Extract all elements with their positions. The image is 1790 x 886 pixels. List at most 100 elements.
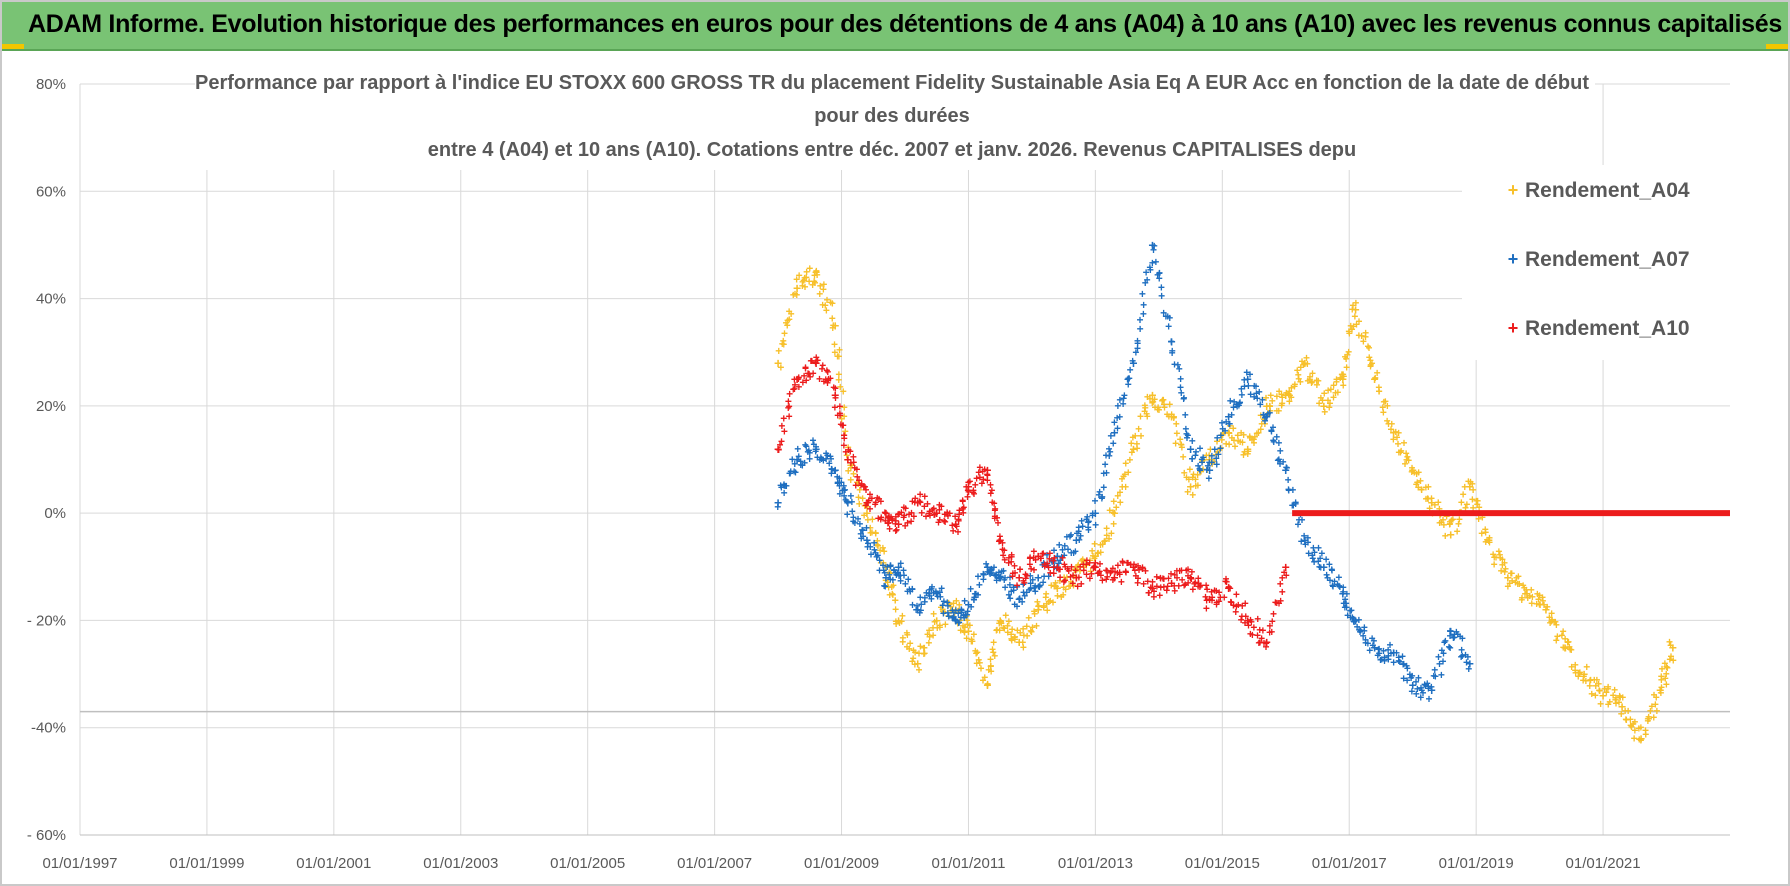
data-point: + bbox=[928, 580, 935, 594]
data-point: + bbox=[1226, 437, 1233, 451]
data-point: + bbox=[1027, 576, 1034, 590]
data-point: + bbox=[1220, 426, 1227, 440]
data-point: + bbox=[1442, 634, 1449, 648]
data-point: + bbox=[1663, 660, 1670, 674]
data-point: + bbox=[1137, 313, 1144, 327]
data-point: + bbox=[1203, 579, 1210, 593]
data-point: + bbox=[1189, 583, 1196, 597]
data-point: + bbox=[911, 657, 918, 671]
data-point: + bbox=[1485, 532, 1493, 548]
data-point: + bbox=[1005, 551, 1012, 565]
data-point: + bbox=[984, 678, 991, 692]
data-point: + bbox=[841, 484, 848, 498]
data-point: + bbox=[1320, 398, 1328, 414]
data-point: + bbox=[1461, 480, 1468, 494]
data-point: + bbox=[1360, 629, 1367, 643]
data-point: + bbox=[1120, 469, 1127, 483]
data-point: + bbox=[920, 641, 927, 655]
data-point: + bbox=[1355, 613, 1362, 627]
data-point: + bbox=[1041, 559, 1048, 573]
data-point: + bbox=[1340, 367, 1347, 381]
data-point: + bbox=[774, 355, 782, 371]
data-point: + bbox=[909, 582, 916, 596]
data-point: + bbox=[1273, 430, 1280, 444]
data-point: + bbox=[782, 316, 789, 330]
data-point: + bbox=[1616, 689, 1623, 703]
data-point: + bbox=[824, 448, 831, 462]
data-point: + bbox=[1027, 569, 1034, 583]
data-point: + bbox=[1008, 555, 1015, 569]
data-point: + bbox=[856, 483, 863, 497]
data-point: + bbox=[1083, 557, 1090, 571]
data-point: + bbox=[1615, 696, 1622, 710]
data-point: + bbox=[921, 591, 928, 605]
data-point: + bbox=[1245, 619, 1252, 633]
data-point: + bbox=[1088, 567, 1095, 581]
data-point: + bbox=[786, 387, 793, 401]
data-point: + bbox=[823, 452, 830, 466]
data-point: + bbox=[1315, 374, 1322, 388]
data-point: + bbox=[956, 615, 963, 629]
data-point: + bbox=[1114, 566, 1121, 580]
data-point: + bbox=[1325, 384, 1332, 398]
data-point: + bbox=[1248, 615, 1255, 629]
data-point: + bbox=[1103, 528, 1110, 542]
data-point: + bbox=[1083, 558, 1090, 572]
data-point: + bbox=[1239, 435, 1246, 449]
data-point: + bbox=[1315, 541, 1322, 555]
data-point: + bbox=[1231, 439, 1238, 453]
data-point: + bbox=[1435, 650, 1442, 664]
data-point: + bbox=[904, 516, 911, 530]
series-rendement_a04: ++++++++++++++++++++++++++++++++++++++++… bbox=[774, 262, 1677, 748]
data-point: + bbox=[1011, 633, 1018, 647]
data-point: + bbox=[1075, 521, 1082, 535]
data-point: + bbox=[799, 279, 806, 293]
data-point: + bbox=[1070, 569, 1077, 583]
data-point: + bbox=[1097, 538, 1104, 552]
data-point: + bbox=[1580, 670, 1587, 684]
data-point: + bbox=[1177, 433, 1184, 447]
data-point: + bbox=[1415, 466, 1422, 480]
data-point: + bbox=[780, 412, 787, 426]
data-point: + bbox=[836, 472, 843, 486]
data-point: + bbox=[1188, 452, 1195, 466]
data-point: + bbox=[830, 380, 837, 394]
data-point: + bbox=[1204, 459, 1211, 473]
data-point: + bbox=[1645, 712, 1652, 726]
data-point: + bbox=[1605, 680, 1612, 694]
data-point: + bbox=[1011, 630, 1018, 644]
data-point: + bbox=[1110, 570, 1118, 586]
data-point: + bbox=[1122, 565, 1129, 579]
data-point: + bbox=[964, 490, 971, 504]
data-point: + bbox=[1420, 686, 1427, 700]
data-point: + bbox=[1275, 436, 1282, 450]
data-point: + bbox=[1653, 690, 1660, 704]
data-point: + bbox=[1109, 573, 1116, 587]
data-point: + bbox=[1268, 423, 1275, 437]
data-point: + bbox=[1580, 666, 1588, 682]
data-point: + bbox=[1515, 569, 1522, 583]
data-point: + bbox=[1356, 623, 1363, 637]
data-point: + bbox=[1413, 478, 1420, 492]
data-point: + bbox=[1483, 533, 1490, 547]
data-point: + bbox=[1160, 397, 1167, 411]
data-point: + bbox=[1498, 564, 1505, 578]
data-point: + bbox=[1292, 497, 1299, 511]
data-point: + bbox=[1028, 625, 1035, 639]
data-point: + bbox=[1067, 528, 1074, 542]
data-point: + bbox=[1221, 591, 1228, 605]
data-point: + bbox=[1074, 580, 1081, 594]
series-rendement_a10: ++++++++++++++++++++++++++++++++++++++++… bbox=[774, 350, 1290, 653]
data-point: + bbox=[1195, 459, 1202, 473]
data-point: + bbox=[924, 497, 931, 511]
data-point: + bbox=[916, 495, 923, 509]
data-point: + bbox=[1286, 385, 1293, 399]
data-point: + bbox=[942, 515, 949, 529]
data-point: + bbox=[1087, 553, 1094, 567]
data-point: + bbox=[868, 491, 875, 505]
data-point: + bbox=[887, 573, 894, 587]
data-point: + bbox=[1285, 483, 1292, 497]
data-point: + bbox=[1163, 584, 1170, 598]
data-point: + bbox=[963, 608, 970, 622]
data-point: + bbox=[1257, 422, 1264, 436]
